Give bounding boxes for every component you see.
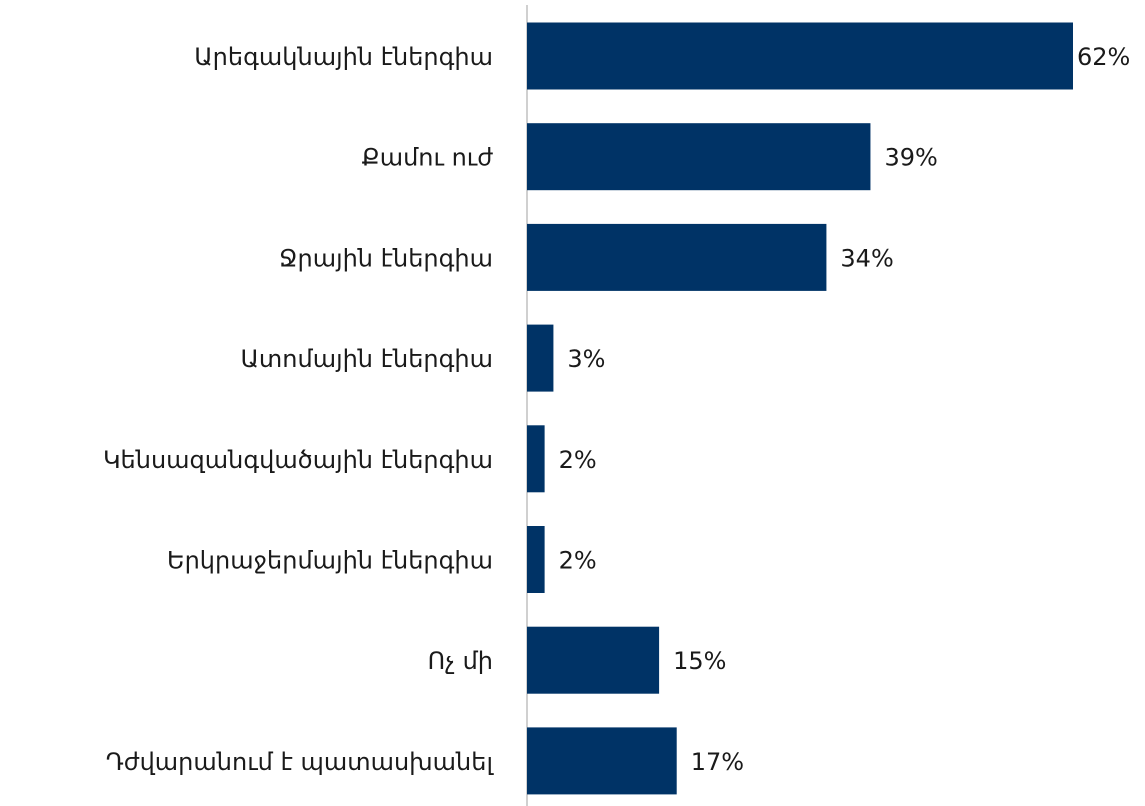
value-label: 39%: [884, 144, 937, 172]
value-label: 2%: [559, 547, 597, 575]
bar: [527, 123, 871, 191]
category-label: Ջրային էներգիա: [279, 244, 493, 272]
bar: [527, 223, 827, 291]
category-label: Երկրաջերմային էներգիա: [167, 547, 493, 575]
category-label: Կենսազանգվածային էներգիա: [103, 446, 493, 474]
bar: [527, 626, 660, 694]
value-label: 3%: [567, 345, 605, 373]
value-label: 2%: [559, 446, 597, 474]
bar: [527, 425, 545, 493]
value-label: 34%: [840, 244, 893, 272]
value-label: 62%: [1077, 43, 1130, 71]
category-label: Քամու ուժ: [362, 144, 494, 172]
bar: [527, 526, 545, 593]
bar: [527, 324, 554, 392]
category-label: Դժվարանում է պատասխանել: [106, 748, 495, 776]
category-label: Ատոմային էներգիա: [241, 345, 493, 373]
bar: [527, 727, 677, 795]
value-label: 15%: [673, 647, 726, 675]
bar: [527, 22, 1073, 90]
category-label: Արեգակնային էներգիա: [194, 43, 493, 71]
category-label: Ոչ մի: [428, 647, 493, 675]
value-label: 17%: [691, 748, 744, 776]
